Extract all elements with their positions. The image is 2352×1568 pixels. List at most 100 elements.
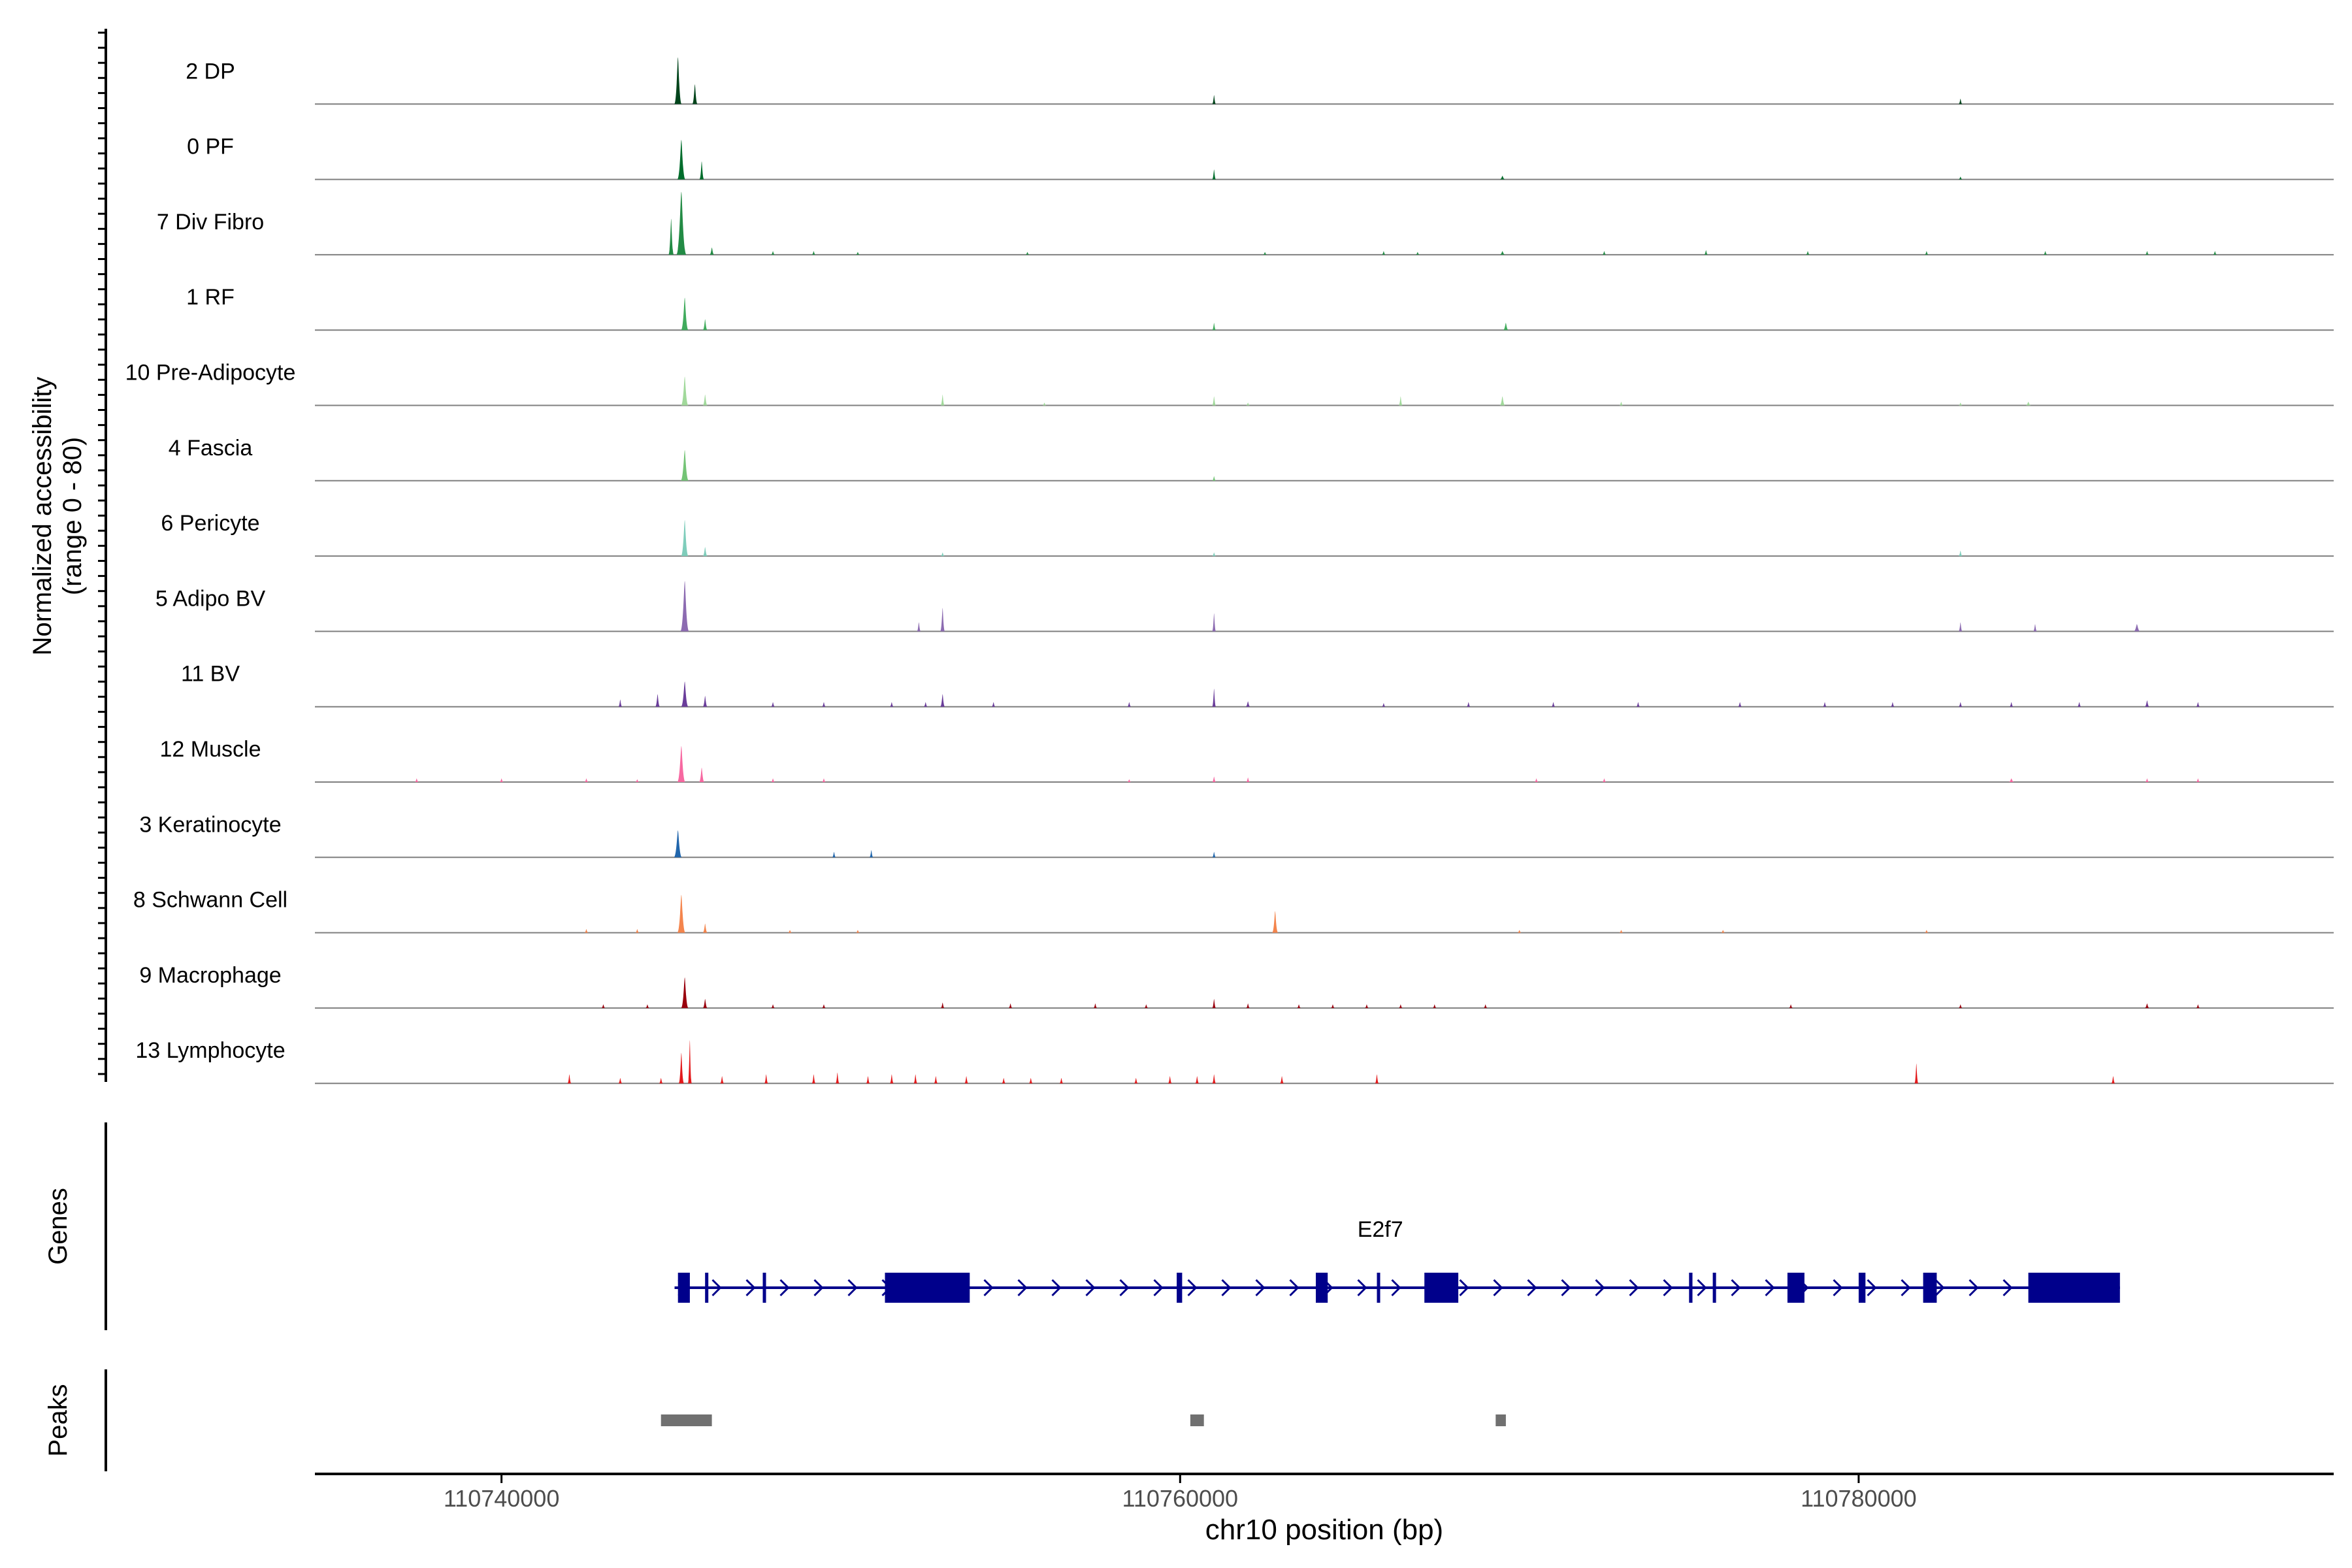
track-9-macrophage: 9 Macrophage	[139, 963, 2334, 1009]
accessibility-peak	[1602, 251, 1607, 255]
accessibility-peak	[1602, 778, 1607, 782]
accessibility-peak	[1297, 1004, 1301, 1008]
accessibility-peak	[687, 1040, 692, 1084]
strand-arrow	[1765, 1279, 1775, 1297]
gene-exon	[1712, 1273, 1716, 1303]
accessibility-peak	[659, 1078, 663, 1084]
track-13-lymphocyte: 13 Lymphocyte	[135, 1038, 2334, 1085]
accessibility-peak	[567, 1074, 572, 1084]
track-label: 5 Adipo BV	[155, 586, 266, 611]
gene-exon	[1689, 1273, 1693, 1303]
gene-exon	[2028, 1273, 2120, 1303]
accessibility-peak	[702, 923, 708, 933]
accessibility-peak	[1059, 1078, 1064, 1084]
accessibility-peak	[771, 251, 776, 255]
accessibility-peak	[2008, 778, 2014, 782]
track-11-bv: 11 BV	[181, 662, 2334, 708]
peaks-panel-label: Peaks	[44, 1384, 73, 1456]
track-8-schwann-cell: 8 Schwann Cell	[133, 888, 2334, 934]
accessibility-peak	[889, 1074, 894, 1084]
gene-exon	[1858, 1273, 1866, 1303]
strand-arrow	[983, 1279, 994, 1297]
accessibility-peak	[2043, 251, 2048, 255]
strand-arrow	[1357, 1279, 1367, 1297]
accessibility-peak	[680, 581, 689, 632]
accessibility-peak	[934, 1076, 938, 1084]
accessibility-peak	[720, 1076, 725, 1084]
accessibility-peak	[2077, 702, 2082, 707]
accessibility-peak	[940, 694, 945, 707]
track-2-dp: 2 DP	[186, 57, 2334, 105]
accessibility-peak	[2009, 702, 2014, 707]
strand-arrow	[779, 1279, 790, 1297]
track-label: 12 Muscle	[160, 737, 261, 762]
accessibility-peak	[1806, 251, 1810, 255]
x-axis-label: chr10 position (bp)	[1205, 1514, 1443, 1546]
accessibility-peak	[1212, 169, 1217, 180]
accessibility-peak	[917, 622, 921, 632]
accessibility-peak	[835, 1072, 840, 1084]
accessibility-peak	[414, 778, 419, 782]
accessibility-peak	[1958, 702, 1963, 707]
accessibility-peak	[1212, 95, 1217, 105]
accessibility-peak	[822, 778, 826, 782]
accessibility-peak	[1212, 323, 1217, 331]
accessibility-panel: Normalized accessibility (range 0 - 80) …	[28, 29, 2334, 1085]
strand-arrow	[1901, 1279, 1911, 1297]
accessibility-peak	[677, 894, 686, 933]
accessibility-peak	[2133, 624, 2140, 632]
accessibility-peak	[2033, 624, 2037, 632]
x-tick-label: 110740000	[444, 1485, 560, 1512]
accessibility-peak	[1245, 701, 1250, 707]
accessibility-peak	[635, 779, 640, 782]
accessibility-peak	[1924, 251, 1929, 255]
accessibility-peak	[1272, 911, 1279, 933]
accessibility-peak	[1008, 1004, 1013, 1008]
accessibility-peak	[1246, 777, 1250, 782]
track-label: 1 RF	[186, 285, 235, 310]
peak-region	[1495, 1414, 1506, 1426]
strand-arrow	[1119, 1279, 1130, 1297]
accessibility-peak	[1499, 251, 1505, 255]
accessibility-peak	[1914, 1064, 1919, 1084]
accessibility-peak	[678, 1053, 684, 1084]
accessibility-peak	[1280, 1076, 1284, 1084]
accessibility-peak	[2025, 402, 2031, 406]
accessibility-peak	[1212, 476, 1217, 481]
accessibility-peak	[1246, 402, 1250, 406]
accessibility-peak	[1823, 702, 1827, 707]
strand-arrow	[1255, 1279, 1266, 1297]
gene-exon	[1316, 1273, 1328, 1303]
accessibility-peak	[681, 977, 689, 1008]
track-10-pre-adipocyte: 10 Pre-Adipocyte	[125, 361, 2334, 406]
strand-arrow	[1391, 1279, 1401, 1297]
accessibility-peak	[681, 376, 689, 406]
accessibility-y-ticks	[98, 31, 106, 1075]
x-axis: 110740000 110760000 110780000 chr10 positi…	[315, 1473, 2334, 1546]
peak-regions	[661, 1414, 1506, 1426]
accessibility-peak	[674, 57, 682, 105]
accessibility-peak	[702, 395, 708, 406]
accessibility-peak	[1890, 702, 1895, 707]
accessibility-peak	[1212, 776, 1217, 782]
accessibility-peak	[1789, 1004, 1793, 1008]
accessibility-peak	[677, 746, 686, 782]
accessibility-peak	[869, 850, 874, 858]
accessibility-peak	[991, 702, 996, 707]
strand-arrow	[1595, 1279, 1605, 1297]
accessibility-peak	[2145, 251, 2149, 255]
strand-arrow	[1629, 1279, 1639, 1297]
gene-exon	[1177, 1273, 1183, 1303]
accessibility-peak	[822, 702, 826, 707]
track-4-fascia: 4 Fascia	[169, 436, 2334, 482]
track-7-div-fibro: 7 Div Fibro	[157, 191, 2334, 255]
accessibility-peak	[2213, 251, 2217, 255]
gene-exon	[705, 1273, 709, 1303]
accessibility-peak	[1551, 702, 1556, 707]
track-3-keratinocyte: 3 Keratinocyte	[139, 812, 2334, 858]
track-label: 10 Pre-Adipocyte	[125, 361, 296, 385]
gene-exon	[762, 1273, 766, 1303]
strand-arrow	[1935, 1279, 1945, 1297]
gene-exon	[1923, 1273, 1937, 1303]
accessibility-peak	[692, 84, 698, 105]
